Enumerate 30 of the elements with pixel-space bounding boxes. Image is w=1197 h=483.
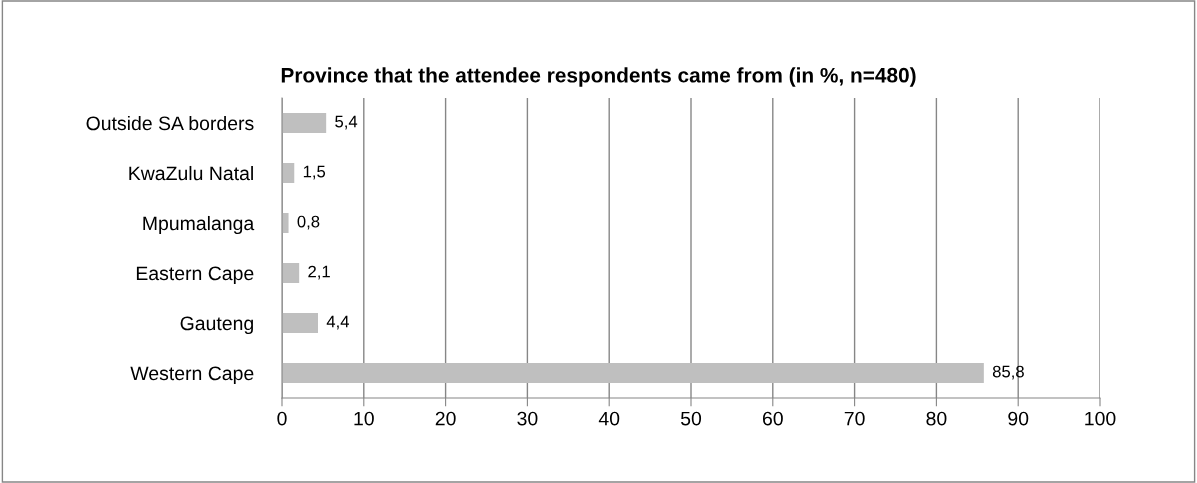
data-label: 5,4 — [335, 115, 358, 130]
data-label: 0,8 — [297, 215, 320, 230]
bar — [282, 263, 300, 283]
data-label: 85,8 — [992, 365, 1024, 380]
chart-title: Province that the attendee respondents came from (in %, n=480) — [281, 67, 916, 87]
y-tick-label: Western Cape — [130, 366, 254, 385]
x-tick-label: 40 — [598, 411, 620, 426]
bar — [282, 163, 295, 183]
y-tick-label: Gauteng — [180, 316, 253, 335]
data-label: 4,4 — [326, 315, 350, 330]
x-tick-label: 60 — [762, 411, 783, 426]
data-label: 2,1 — [308, 265, 330, 280]
x-tick-label: 20 — [435, 411, 456, 426]
x-tick-label: 90 — [1008, 411, 1029, 426]
x-tick-label: 50 — [680, 411, 702, 426]
bar — [282, 213, 289, 233]
bar — [282, 363, 984, 383]
x-tick-label: 10 — [354, 411, 374, 426]
x-tick-label: 100 — [1085, 411, 1116, 426]
x-tick-label: 80 — [926, 411, 947, 426]
x-tick-label: 30 — [517, 411, 538, 426]
y-tick-label: Mpumalanga — [143, 215, 255, 235]
y-tick-label: KwaZulu Natal — [129, 165, 253, 181]
x-tick-label: 70 — [844, 411, 865, 426]
y-tick-label: Outside SA borders — [86, 115, 254, 131]
y-tick-label: Eastern Cape — [136, 266, 254, 285]
data-label: 1,5 — [303, 165, 326, 180]
x-tick-label: 0 — [277, 411, 287, 426]
bar — [282, 313, 318, 333]
bar — [282, 113, 327, 133]
